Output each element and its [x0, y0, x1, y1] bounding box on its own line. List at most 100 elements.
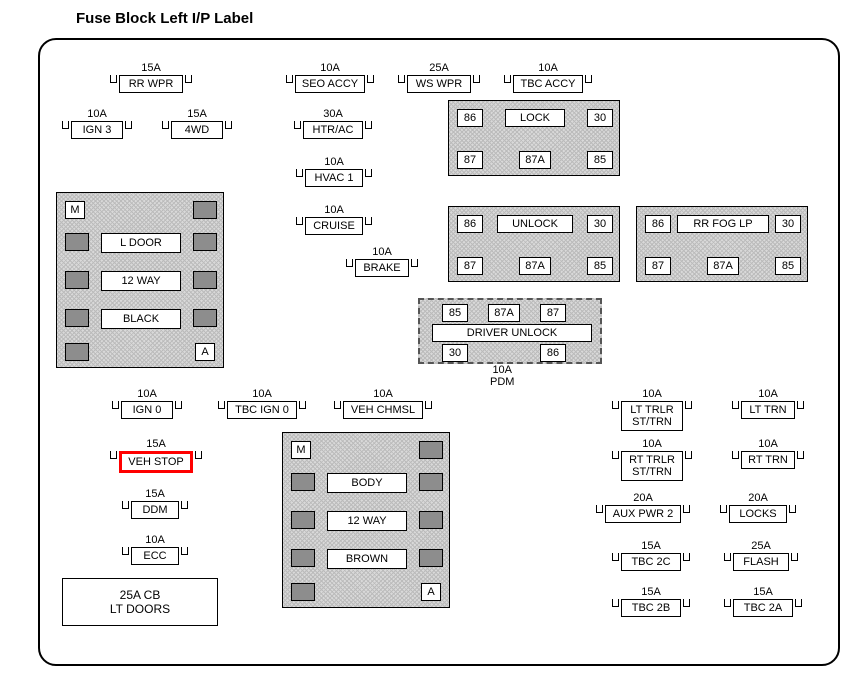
fuse-cruise: 10ACRUISE: [296, 204, 372, 235]
fuse-amps: 10A: [732, 438, 804, 450]
fuse-ign0: 10AIGN 0: [112, 388, 182, 419]
fuse-tbc-accy: 10ATBC ACCY: [504, 62, 592, 93]
fuse-ign3: 10AIGN 3: [62, 108, 132, 139]
fuse-label: FLASH: [733, 553, 789, 571]
fuse-amps: 10A: [504, 62, 592, 74]
fuse-tbc-2b: 15ATBC 2B: [612, 586, 690, 617]
fuse-amps: 30A: [294, 108, 372, 120]
fuse-amps: 10A: [334, 388, 432, 400]
fuse-ws-wpr: 25AWS WPR: [398, 62, 480, 93]
fuse-flash: 25AFLASH: [724, 540, 798, 571]
fuse-label: WS WPR: [407, 75, 471, 93]
fuse-amps: 15A: [110, 62, 192, 74]
relay-pin: 87: [457, 151, 483, 169]
fuse-label: VEH STOP: [119, 451, 193, 473]
fuse-tbc-2a: 15ATBC 2A: [724, 586, 802, 617]
relay-under-label: 10APDM: [490, 364, 514, 388]
connector-body: M BODY 12 WAY BROWN A: [282, 432, 450, 608]
fuse-amps: 10A: [612, 438, 692, 450]
relay-lock: 86308787A85LOCK: [448, 100, 620, 176]
fuse-amps: 10A: [112, 388, 182, 400]
connector-label: L DOOR: [101, 233, 181, 253]
relay-label: LOCK: [505, 109, 565, 127]
fuse-htr-ac: 30AHTR/AC: [294, 108, 372, 139]
fuse-veh-chmsl: 10AVEH CHMSL: [334, 388, 432, 419]
relay-pin: 85: [442, 304, 468, 322]
relay-pin: 86: [457, 109, 483, 127]
relay-unlock: 86308787A85UNLOCK: [448, 206, 620, 282]
relay-pin: 87A: [707, 257, 739, 275]
relay-pin: 85: [775, 257, 801, 275]
fuse-label: HVAC 1: [305, 169, 363, 187]
fuse-amps: 10A: [218, 388, 306, 400]
fuse-4wd: 15A4WD: [162, 108, 232, 139]
connector-label: 12 WAY: [327, 511, 407, 531]
relay-pin: 30: [442, 344, 468, 362]
relay-pin: 30: [587, 109, 613, 127]
fuse-amps: 10A: [346, 246, 418, 258]
connector-label: 12 WAY: [101, 271, 181, 291]
fuse-amps: 15A: [612, 540, 690, 552]
fuse-brake: 10ABRAKE: [346, 246, 418, 277]
fuse-amps: 25A: [724, 540, 798, 552]
fuse-veh-stop: 15AVEH STOP: [110, 438, 202, 473]
fuse-amps: 25A: [398, 62, 480, 74]
fuse-tbc-2c: 15ATBC 2C: [612, 540, 690, 571]
fuse-label: HTR/AC: [303, 121, 363, 139]
fuse-amps: 15A: [162, 108, 232, 120]
relay-pin: 87: [645, 257, 671, 275]
fuse-ddm: 15ADDM: [122, 488, 188, 519]
fuse-amps: 10A: [296, 156, 372, 168]
fuse-hvac1: 10AHVAC 1: [296, 156, 372, 187]
fuse-amps: 15A: [724, 586, 802, 598]
fuse-label: VEH CHMSL: [343, 401, 423, 419]
fuse-label: TBC 2B: [621, 599, 681, 617]
fuse-label: ECC: [131, 547, 179, 565]
relay-label: DRIVER UNLOCK: [432, 324, 592, 342]
relay-pin: 86: [457, 215, 483, 233]
fuse-lt-trlr: 10ALT TRLRST/TRN: [612, 388, 692, 431]
fuse-aux-pwr2: 20AAUX PWR 2: [596, 492, 690, 523]
relay-pin: 86: [645, 215, 671, 233]
relay-label: UNLOCK: [497, 215, 573, 233]
fuse-ecc: 10AECC: [122, 534, 188, 565]
relay-pin: 86: [540, 344, 566, 362]
fuse-label: DDM: [131, 501, 179, 519]
fuse-amps: 10A: [732, 388, 804, 400]
fuse-label: TBC IGN 0: [227, 401, 297, 419]
relay-pin: 87: [540, 304, 566, 322]
fuse-label: IGN 3: [71, 121, 123, 139]
connector-tag: A: [421, 583, 441, 601]
fuse-label: LT TRN: [741, 401, 795, 419]
fuse-amps: 10A: [286, 62, 374, 74]
connector-ldoor: ML DOOR12 WAYBLACKA: [56, 192, 224, 368]
fuse-seo-accy: 10ASEO ACCY: [286, 62, 374, 93]
fuse-amps: 20A: [720, 492, 796, 504]
connector-tag: M: [65, 201, 85, 219]
diagram-title: Fuse Block Left I/P Label: [76, 10, 253, 27]
relay-pin: 87A: [519, 151, 551, 169]
relay-rr-fog: 86308787A85RR FOG LP: [636, 206, 808, 282]
fuse-label: TBC 2A: [733, 599, 793, 617]
fuse-label: 4WD: [171, 121, 223, 139]
fuse-amps: 15A: [612, 586, 690, 598]
fuse-label: CRUISE: [305, 217, 363, 235]
fuse-rt-trlr: 10ART TRLRST/TRN: [612, 438, 692, 481]
fuse-amps: 15A: [122, 488, 188, 500]
fuse-amps: 20A: [596, 492, 690, 504]
fuse-label: LOCKS: [729, 505, 787, 523]
relay-driver-unlock: 85 87A 87 30 86 DRIVER UNLOCK: [418, 298, 602, 364]
fuse-tbc-ign0: 10ATBC IGN 0: [218, 388, 306, 419]
fuse-label: TBC ACCY: [513, 75, 583, 93]
connector-label: BODY: [327, 473, 407, 493]
relay-pin: 30: [587, 215, 613, 233]
connector-label: BROWN: [327, 549, 407, 569]
fuse-label: RT TRN: [741, 451, 795, 469]
fuse-lt-trn: 10ALT TRN: [732, 388, 804, 419]
fuse-label: BRAKE: [355, 259, 409, 277]
relay-pin: 87A: [519, 257, 551, 275]
breaker-lt-doors: 25A CBLT DOORS: [62, 578, 218, 626]
connector-tag: M: [291, 441, 311, 459]
connector-label: BLACK: [101, 309, 181, 329]
relay-pin: 87A: [488, 304, 520, 322]
